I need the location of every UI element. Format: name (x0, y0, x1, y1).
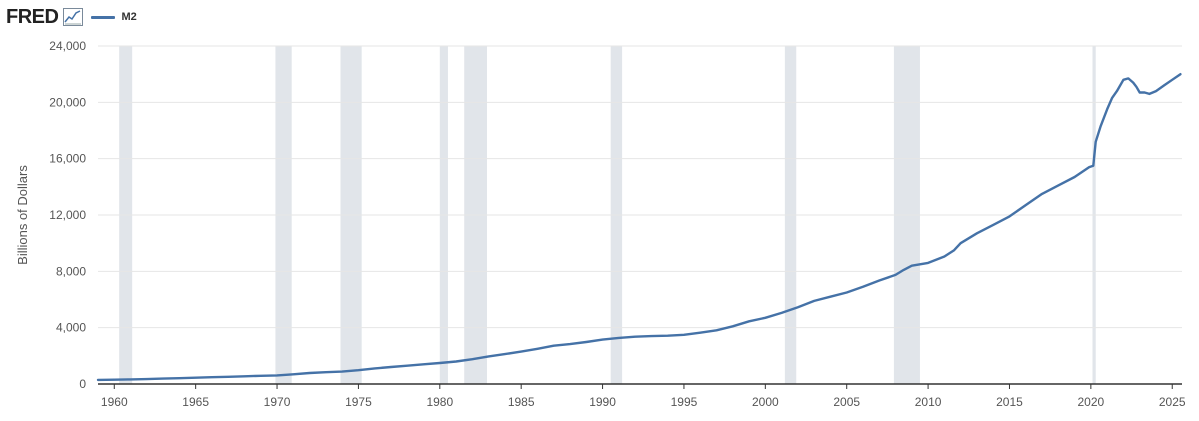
series-layer (96, 72, 1182, 382)
y-tick-label: 12,000 (49, 208, 86, 222)
series-line-m2[interactable] (96, 72, 1182, 382)
fred-logo[interactable]: FRED (6, 5, 59, 28)
x-tick-label: 1960 (101, 395, 128, 409)
legend-entry-m2[interactable]: M2 (91, 11, 137, 23)
y-tick-label: 4,000 (56, 321, 86, 335)
x-tick-label: 1970 (264, 395, 291, 409)
chart-header: FRED M2 (6, 4, 137, 30)
x-tick-label: 1995 (671, 395, 698, 409)
x-tick-label: 1980 (426, 395, 453, 409)
x-tick-label: 1985 (508, 395, 535, 409)
x-tick-label: 1990 (589, 395, 616, 409)
y-tick-label: 20,000 (49, 95, 86, 109)
x-tick-label: 2015 (996, 395, 1023, 409)
line-chart-icon (63, 8, 84, 26)
x-tick-label: 2005 (833, 395, 860, 409)
x-tick-label: 1965 (182, 395, 209, 409)
gridlines (98, 45, 1182, 329)
x-tick-label: 2020 (1078, 395, 1105, 409)
legend-label: M2 (121, 11, 137, 23)
y-tick-label: 16,000 (49, 152, 86, 166)
axes: 0 4,000 8,000 12,000 16,000 20,000 24,000 1960 1… (49, 39, 1186, 409)
y-axis-title: Billions of Dollars (15, 165, 30, 265)
x-tick-label: 2000 (752, 395, 779, 409)
y-tick-label: 0 (79, 377, 86, 391)
x-tick-label: 1975 (345, 395, 372, 409)
x-tick-label: 2025 (1159, 395, 1186, 409)
y-tick-label: 8,000 (56, 264, 86, 278)
x-tick-label: 2010 (915, 395, 942, 409)
legend-line-swatch (91, 15, 116, 19)
y-tick-label: 24,000 (49, 39, 86, 53)
